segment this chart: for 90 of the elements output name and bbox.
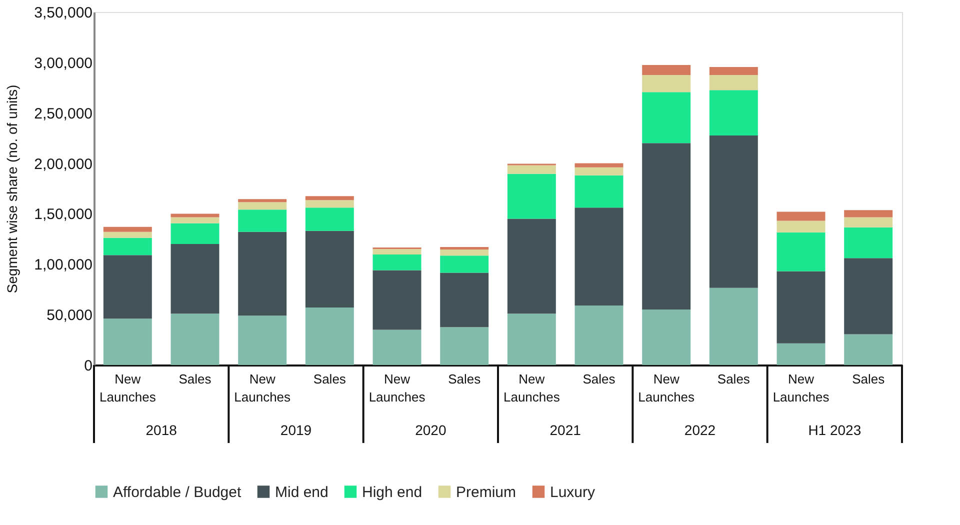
bar (844, 210, 893, 218)
x-tick-label: Sales (313, 372, 346, 386)
y-tick-label: 1,50,000 (34, 206, 92, 224)
bar (776, 232, 826, 272)
bar (170, 223, 220, 244)
bar (440, 256, 489, 273)
bar (642, 75, 691, 92)
bar (574, 175, 624, 208)
bar (103, 226, 152, 232)
y-tick-label: 2,00,000 (34, 156, 92, 173)
legend-label: Affordable / Budget (113, 484, 242, 501)
x-tick-label: New Launches (772, 372, 830, 404)
x-tick-label: New Launches (368, 372, 426, 404)
text: 2021 (550, 422, 582, 438)
bar (574, 305, 624, 365)
bar (238, 316, 287, 365)
bar (238, 232, 287, 316)
bar (170, 314, 220, 365)
bar (709, 136, 758, 288)
y-tick-label: 2,50,000 (34, 105, 92, 122)
bar (574, 167, 624, 176)
bar (844, 227, 893, 258)
bar (844, 217, 893, 228)
bar (440, 272, 489, 328)
bar (103, 255, 152, 319)
bar (507, 218, 556, 314)
bar (305, 200, 354, 208)
bar (507, 174, 556, 219)
bar (372, 249, 422, 255)
bar (709, 75, 758, 90)
y-tick-label: 0 (84, 358, 92, 374)
bar (372, 254, 422, 270)
bar (305, 196, 354, 200)
text: 2018 (146, 422, 178, 438)
x-tick-label: Sales (178, 372, 212, 386)
bar (238, 202, 287, 210)
bar (238, 199, 287, 202)
bar (642, 310, 691, 365)
x-tick-label: New Launches (234, 372, 292, 404)
bar (844, 334, 893, 365)
bar (170, 244, 220, 314)
bar (709, 288, 758, 365)
bar (170, 214, 220, 218)
x-tick-label: New Launches (638, 372, 696, 404)
y-tick-label: 1,00,000 (34, 256, 92, 274)
bar (372, 270, 422, 330)
x-tick-label: Sales (448, 372, 482, 386)
bar (372, 330, 422, 365)
bar (776, 220, 826, 232)
bar (305, 230, 354, 308)
bar (844, 258, 893, 334)
bar (170, 217, 220, 224)
x-tick-label: Sales (582, 372, 616, 386)
bar (103, 238, 152, 256)
legend-label: Mid end (275, 484, 328, 501)
y-tick-label: 3,50,000 (34, 4, 92, 22)
bar (709, 90, 758, 136)
bar (642, 143, 691, 310)
bar (103, 232, 152, 238)
bar (709, 66, 758, 76)
legend-label: High end (362, 484, 422, 501)
bar (642, 64, 691, 76)
bar (103, 318, 152, 365)
bar (440, 327, 489, 365)
bar (440, 246, 489, 250)
text: H1 2023 (808, 422, 862, 438)
bar (776, 212, 826, 221)
x-tick-label: New Launches (99, 372, 156, 404)
text: 2019 (280, 422, 312, 438)
x-tick-label: Sales (717, 372, 750, 386)
bar (507, 314, 556, 365)
bar (305, 308, 354, 365)
bar (776, 271, 826, 344)
y-tick-label: 50,000 (46, 307, 92, 324)
text: 2022 (684, 422, 716, 438)
bar (507, 165, 556, 174)
bar (776, 343, 826, 365)
legend-label: Premium (456, 484, 516, 501)
y-axis-title: Segment wise share (no. of units) (4, 84, 20, 294)
bar (574, 208, 624, 306)
bar (574, 163, 624, 168)
y-tick-label: 3,00,000 (34, 54, 92, 72)
text: 2020 (415, 422, 446, 438)
bar (440, 250, 489, 256)
bar (642, 92, 691, 144)
bar (305, 208, 354, 231)
legend-label: Luxury (550, 484, 596, 501)
bar (238, 210, 287, 232)
x-tick-label: Sales (852, 372, 886, 386)
x-tick-label: New Launches (503, 372, 560, 404)
